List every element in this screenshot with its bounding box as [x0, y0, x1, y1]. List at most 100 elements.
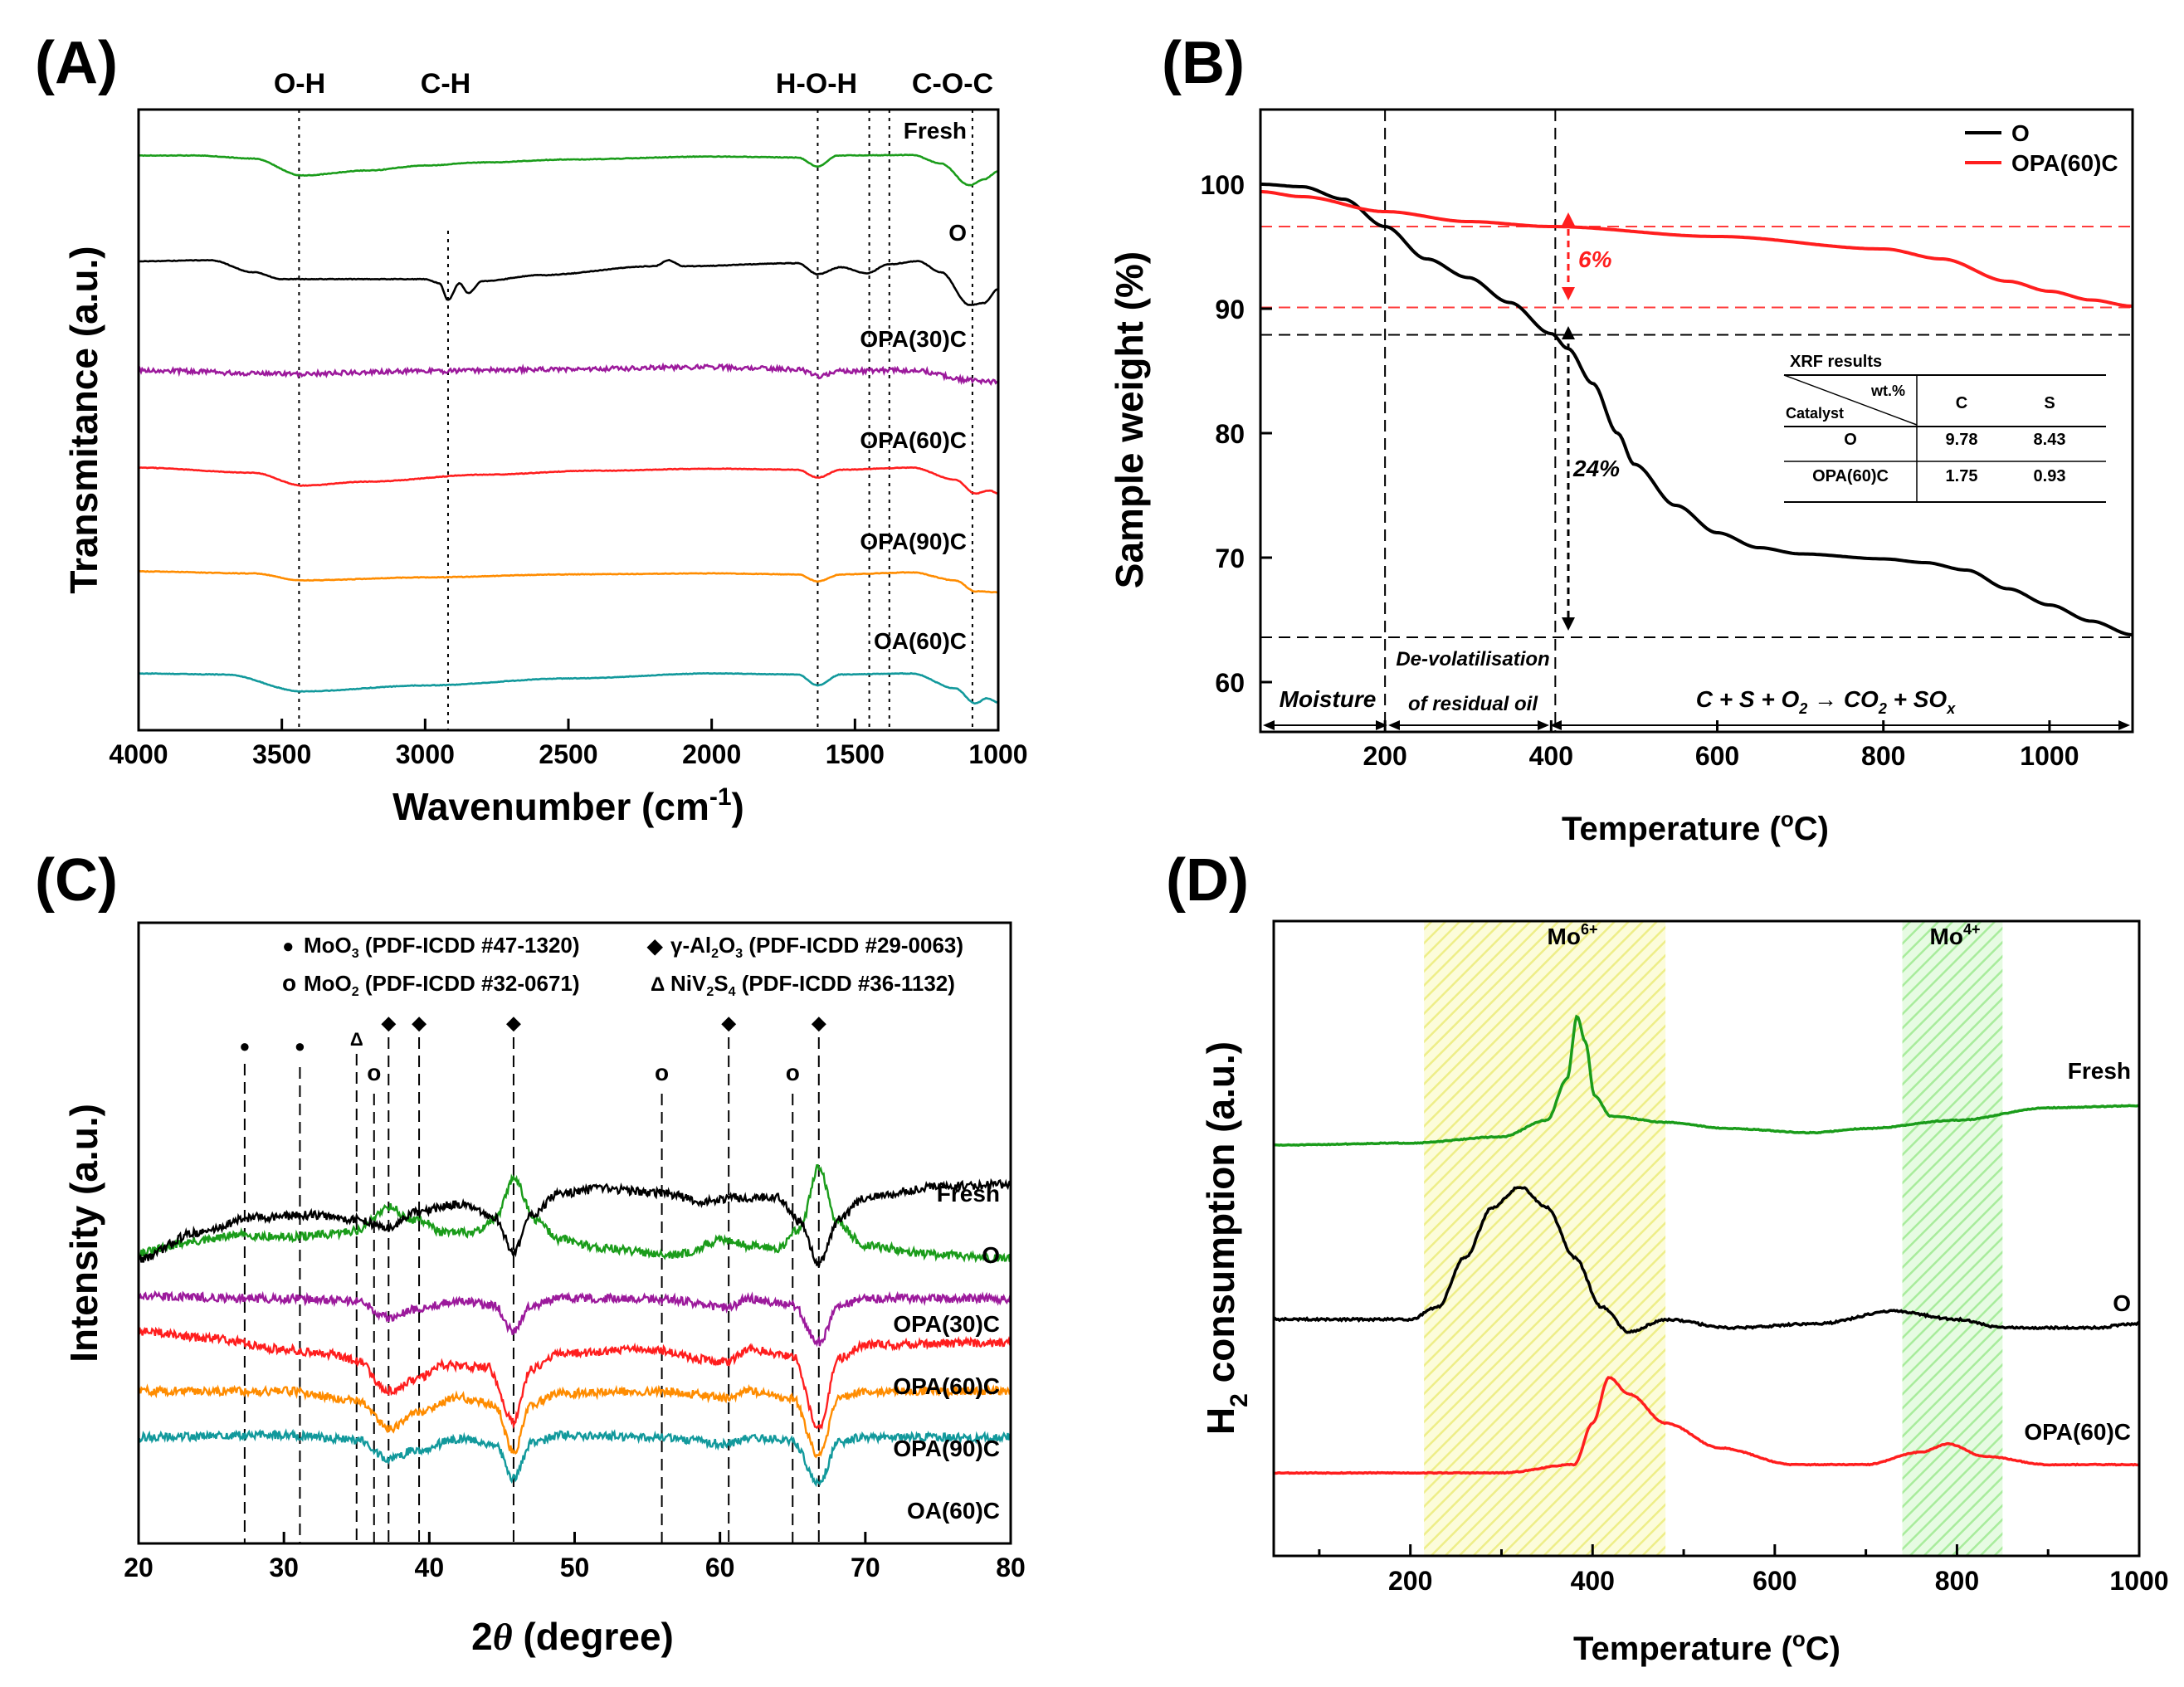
- xrf-row-s: 0.93: [2034, 467, 2066, 485]
- panel-c-label-oa60c: OA(60)C: [907, 1498, 1000, 1524]
- xrf-row-c: 1.75: [1946, 467, 1978, 485]
- panel-c: (C) ● ● Δο ◆ ◆ ◆ ο ◆ ο ◆ 20 30 40 50 60 70 80 ● MoO3 (P…: [35, 847, 1026, 1658]
- panel-b: (B) 200 400 600 800 1000 60 70 80 90 100 O OPA(60…: [1108, 30, 2134, 847]
- panel-d-profiles: [1272, 1014, 2141, 1475]
- panel-d-label-fresh: Fresh: [2068, 1058, 2131, 1084]
- band-oh-label: O-H: [274, 68, 325, 100]
- tpr-profile-fresh: [1273, 1014, 2140, 1148]
- panel-a-label-opa90c: OPA(90)C: [860, 529, 967, 554]
- panel-b-x-tick-label: 400: [1529, 741, 1573, 771]
- panel-d-label: (D): [1166, 847, 1249, 914]
- legend-label-o: O: [2011, 120, 2030, 146]
- reference-peak-marker: ◆: [381, 1012, 397, 1033]
- xrf-row-catalyst: OPA(60)C: [1812, 467, 1889, 485]
- xrf-col-s: S: [2044, 394, 2055, 412]
- reference-peak-marker: ◆: [721, 1012, 737, 1033]
- tga-curve-opa60c: [1260, 190, 2133, 308]
- xrd-pattern-fresh: [138, 1163, 1012, 1264]
- reduction-band-mo6: [1424, 921, 1666, 1556]
- panel-a-x-tick-label: 4000: [109, 739, 168, 769]
- spectrum-o: [138, 258, 999, 306]
- panel-b-plot-frame: [1259, 108, 2134, 734]
- panel-c-label-opa60c: OPA(60)C: [893, 1373, 1000, 1399]
- reference-peak-marker: ο: [367, 1060, 381, 1085]
- reference-peak-marker: ο: [786, 1060, 800, 1085]
- panel-a-x-tick-label: 2000: [682, 739, 741, 769]
- spectrum-fresh: [138, 154, 999, 187]
- red-percent-label: 6%: [1578, 246, 1612, 272]
- reduction-band-mo4: [1902, 921, 2003, 1556]
- panel-c-label-o: O: [982, 1242, 1000, 1268]
- xrd-pattern-opa60c: [137, 1326, 1012, 1431]
- panel-c-x-tick-label: 70: [851, 1553, 880, 1582]
- xrf-row-s: 8.43: [2034, 431, 2066, 449]
- panel-d-x-axis-title: Temperature (oC): [1573, 1626, 1840, 1667]
- xrf-table: XRF results wt.% Catalyst C S O 9.78 8.4…: [1783, 353, 2106, 503]
- panel-c-x-tick-label: 60: [705, 1553, 735, 1582]
- panel-b-y-axis-title: Sample weight (%): [1108, 251, 1151, 588]
- panel-d-x-tick-label: 600: [1753, 1566, 1796, 1596]
- panel-c-label-opa30c: OPA(30)C: [893, 1311, 1000, 1337]
- legend-marker-al2o3: ◆: [646, 935, 663, 958]
- panel-a-label-opa60c: OPA(60)C: [860, 427, 967, 453]
- xrd-pattern-oa60c: [138, 1428, 1012, 1488]
- panel-d: (D) 200 400 600 800 1000 Mo6+ Mo4+ Fresh O O…: [1166, 847, 2169, 1667]
- panel-c-label: (C): [35, 847, 118, 914]
- band-coc-label: C-O-C: [912, 68, 993, 100]
- panel-a-label-opa30c: OPA(30)C: [860, 326, 967, 352]
- tpr-profile-opa60c: [1273, 1376, 2140, 1475]
- legend-label-moo3: MoO3 (PDF-ICDD #47-1320): [304, 933, 580, 961]
- xrd-pattern-opa90c: [137, 1383, 1012, 1459]
- panel-b-x-tick-label: 200: [1363, 741, 1406, 771]
- black-percent-label: 24%: [1572, 456, 1620, 481]
- panel-c-x-tick-label: 20: [124, 1553, 154, 1582]
- spectrum-opa90c: [138, 569, 999, 594]
- spectrum-opa30c: [137, 362, 999, 386]
- panel-b-y-tick-label: 60: [1215, 668, 1245, 698]
- panel-c-x-tick-label: 30: [269, 1553, 299, 1582]
- region-moisture-label: Moisture: [1280, 686, 1377, 712]
- panel-c-x-tick-label: 80: [996, 1553, 1026, 1582]
- panel-c-y-axis-title: Intensity (a.u.): [62, 1104, 105, 1363]
- xrf-col-c: C: [1956, 394, 1967, 412]
- legend-label-niv2s4: NiV2S4 (PDF-ICDD #36-1132): [670, 971, 955, 999]
- reference-peak-marker: ●: [295, 1036, 305, 1056]
- panel-b-y-tick-label: 90: [1215, 295, 1245, 324]
- panel-b-y-tick-label: 100: [1201, 170, 1245, 200]
- panel-a-x-tick-label: 3500: [252, 739, 311, 769]
- legend-marker-moo3: ●: [282, 935, 295, 958]
- panel-d-x-ticks: 200 400 600 800 1000: [1318, 1544, 2169, 1596]
- xrd-pattern-o: [137, 1177, 1012, 1267]
- legend-marker-niv2s4: Δ: [651, 973, 665, 996]
- region-devol-label-1: De-volatilisation: [1396, 648, 1549, 670]
- panel-c-legend: ● MoO3 (PDF-ICDD #47-1320) ο MoO2 (PDF-I…: [282, 933, 963, 999]
- panel-a-x-tick-label: 2500: [539, 739, 597, 769]
- panel-c-patterns: [137, 1163, 1012, 1488]
- panel-a: (A) 4000 3500 3000 2500 2000 1500 1000 O-H C-H…: [35, 30, 1028, 828]
- panel-c-x-tick-label: 50: [560, 1553, 590, 1582]
- panel-d-x-tick-label: 1000: [2109, 1566, 2168, 1596]
- xrf-row-c: 9.78: [1946, 431, 1978, 449]
- spectrum-oa60c: [138, 671, 999, 705]
- panel-c-reference-lines: ● ● Δο ◆ ◆ ◆ ο ◆ ο ◆: [239, 1012, 826, 1543]
- panel-d-bands: [1424, 921, 2003, 1556]
- region-span-heads: [1263, 720, 2130, 730]
- xrf-unit-label: wt.%: [1870, 383, 1905, 399]
- panel-b-x-axis-title: Temperature (oC): [1562, 807, 1829, 847]
- panel-d-label-o: O: [2113, 1290, 2131, 1316]
- panel-c-x-axis-title: 2θ (degree): [471, 1615, 674, 1658]
- red-arrow-down-head: [1562, 287, 1575, 300]
- panel-a-x-axis-title: Wavenumber (cm-1): [392, 783, 744, 828]
- panel-d-y-axis-title: H2 consumption (a.u.): [1199, 1041, 1253, 1435]
- reference-peak-marker: ◆: [412, 1012, 427, 1033]
- panel-a-band-lines: [298, 110, 973, 730]
- red-arrow-up-head: [1562, 212, 1575, 226]
- panel-a-x-ticks: 4000 3500 3000 2500 2000 1500 1000: [109, 719, 1028, 769]
- panel-c-label-fresh: Fresh: [937, 1181, 1000, 1207]
- xrd-pattern-opa30c: [138, 1290, 1012, 1348]
- band-hoh-label: H-O-H: [776, 68, 857, 100]
- reference-peak-marker: ●: [239, 1036, 250, 1056]
- band-mo6-label: Mo6+: [1548, 921, 1598, 949]
- panel-a-label-oa60c: OA(60)C: [874, 628, 967, 654]
- panel-a-label-o: O: [948, 220, 967, 246]
